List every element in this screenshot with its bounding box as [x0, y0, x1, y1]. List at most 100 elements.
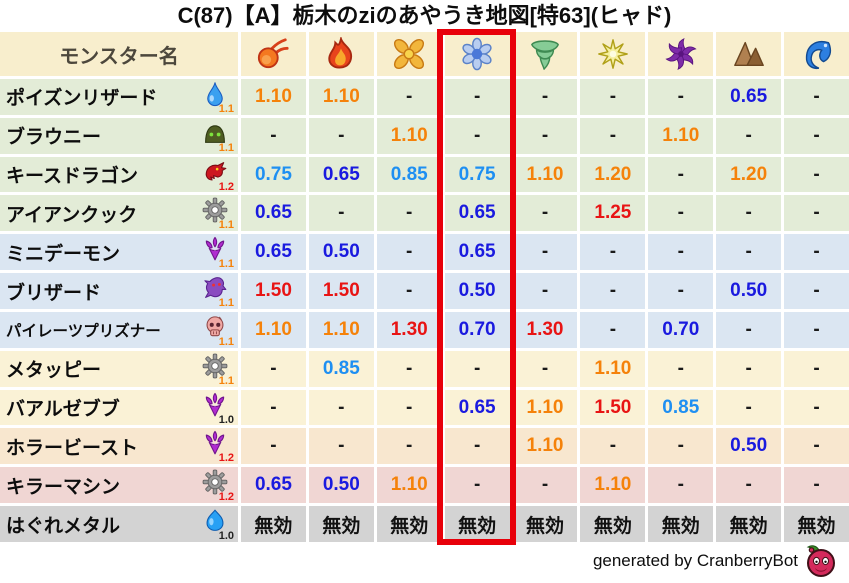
- monster-row: バアルゼブブ 1.0: [0, 389, 238, 426]
- resistance-value: 1.10: [512, 389, 578, 426]
- monster-multiplier: 1.1: [218, 374, 234, 387]
- trident-icon: 1.1: [200, 235, 234, 270]
- gear-icon: 1.2: [200, 468, 234, 503]
- resistance-value: -: [241, 350, 306, 387]
- wave-icon: [784, 32, 849, 76]
- resistance-value: 0.70: [444, 311, 510, 348]
- resistance-value: -: [444, 467, 510, 504]
- monster-multiplier: 1.1: [218, 102, 234, 115]
- monster-row: ポイズンリザード 1.1: [0, 79, 238, 115]
- resistance-value: 無効: [308, 506, 374, 542]
- resistance-value: -: [716, 389, 782, 426]
- monster-row: メタッピー 1.1: [0, 350, 238, 387]
- resistance-value: -: [648, 156, 714, 193]
- monster-row: キースドラゴン 1.2: [0, 156, 238, 193]
- gear-icon: 1.1: [200, 196, 234, 232]
- monster-name: ブラウニー: [6, 127, 102, 149]
- resistance-value: 1.50: [241, 273, 306, 309]
- resistance-value: 1.30: [376, 311, 442, 348]
- monster-name-header: モンスター名: [0, 32, 238, 76]
- resistance-value: -: [716, 234, 782, 271]
- water-drop-icon: 1.1: [200, 80, 234, 115]
- monster-multiplier: 1.2: [218, 180, 234, 193]
- monster-multiplier: 1.0: [218, 530, 234, 542]
- monster-name: バアルゼブブ: [6, 399, 120, 421]
- resistance-value: -: [512, 117, 578, 154]
- resistance-value: 0.75: [444, 156, 510, 193]
- monster-row: ブラウニー 1.1: [0, 117, 238, 154]
- rock-icon: [716, 32, 782, 76]
- resistance-value: 1.10: [241, 311, 306, 348]
- monster-row: アイアンクック 1.1: [0, 195, 238, 232]
- resistance-value: 0.50: [308, 467, 374, 504]
- resistance-value: -: [444, 79, 510, 115]
- monster-row: ブリザード 1.1: [0, 273, 238, 309]
- resistance-value: 1.10: [512, 156, 578, 193]
- resistance-value: -: [308, 117, 374, 154]
- resistance-value: -: [580, 79, 646, 115]
- resistance-value: 0.65: [308, 156, 374, 193]
- resistance-value: 無効: [648, 506, 714, 542]
- monster-name: アイアンクック: [6, 204, 138, 226]
- cranberry-icon: [803, 543, 839, 579]
- resistance-value: -: [648, 467, 714, 504]
- resistance-value: 0.50: [308, 234, 374, 271]
- resistance-value: -: [444, 117, 510, 154]
- snowflake-icon: [444, 32, 510, 76]
- monster-multiplier: 1.0: [218, 413, 234, 426]
- dragon-icon: 1.2: [200, 158, 234, 193]
- resistance-value: 1.10: [512, 428, 578, 465]
- page-title: C(87)【A】栃木のziのあやうき地図[特63](ヒャド): [177, 3, 672, 28]
- resistance-value: -: [648, 234, 714, 271]
- resistance-value: -: [444, 428, 510, 465]
- resistance-value: -: [376, 79, 442, 115]
- resistance-value: -: [784, 350, 849, 387]
- resistance-value: 無効: [580, 506, 646, 542]
- monster-name: キースドラゴン: [6, 166, 139, 188]
- resistance-value: -: [241, 117, 306, 154]
- resistance-value: 1.10: [580, 467, 646, 504]
- resistance-value: -: [376, 350, 442, 387]
- resistance-value: -: [512, 79, 578, 115]
- resistance-value: -: [716, 350, 782, 387]
- resistance-value: -: [784, 117, 849, 154]
- credit-footer: generated by CranberryBot: [593, 543, 839, 579]
- resistance-value: 無効: [784, 506, 849, 542]
- tornado-icon: [512, 32, 578, 76]
- resistance-value: -: [784, 428, 849, 465]
- monster-name: パイレーツプリズナー: [6, 322, 161, 340]
- monster-name: キラーマシン: [6, 476, 121, 498]
- resistance-value: -: [241, 428, 306, 465]
- monster-multiplier: 1.1: [218, 297, 234, 309]
- resistance-value: -: [308, 195, 374, 232]
- monster-name: メタッピー: [6, 360, 102, 382]
- resistance-value: -: [784, 311, 849, 348]
- resistance-value: 1.10: [241, 79, 306, 115]
- resistance-value: 0.65: [241, 195, 306, 232]
- monster-multiplier: 1.1: [218, 335, 234, 348]
- resistance-value: 0.70: [648, 311, 714, 348]
- explosion-icon: [376, 32, 442, 76]
- resistance-value: 0.50: [716, 428, 782, 465]
- resistance-value: 1.20: [580, 156, 646, 193]
- resistance-value: -: [376, 234, 442, 271]
- resistance-value: 1.10: [648, 117, 714, 154]
- resistance-value: 0.85: [376, 156, 442, 193]
- fireball-icon: [241, 32, 306, 76]
- resistance-value: -: [376, 273, 442, 309]
- trident-icon: 1.0: [200, 391, 234, 426]
- resistance-value: 1.10: [376, 117, 442, 154]
- resistance-value: -: [444, 350, 510, 387]
- resistance-value: -: [648, 350, 714, 387]
- resistance-value: 0.65: [444, 389, 510, 426]
- resistance-value: 0.65: [716, 79, 782, 115]
- monster-row: パイレーツプリズナー 1.1: [0, 311, 238, 348]
- monster-multiplier: 1.1: [218, 219, 234, 232]
- resistance-value: -: [784, 234, 849, 271]
- resistance-value: -: [376, 428, 442, 465]
- monster-row: はぐれメタル 1.0: [0, 506, 238, 542]
- resistance-table: モンスター名 ポイズンリザード 1.1 1.10 1.10- - - - -0.65- ブラウニ…: [0, 32, 849, 542]
- monster-name: ホラービースト: [6, 437, 139, 459]
- monster-row: ホラービースト 1.2: [0, 428, 238, 465]
